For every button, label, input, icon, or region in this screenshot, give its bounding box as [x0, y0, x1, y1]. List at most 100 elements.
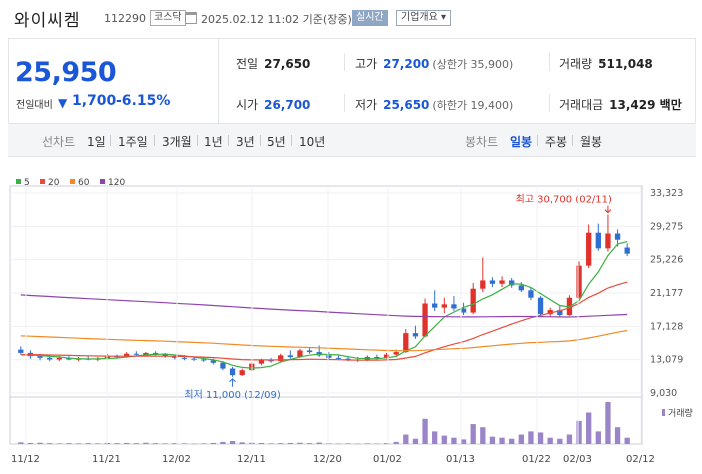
y-tick-label: 9,030: [650, 388, 677, 399]
volume-bar: [56, 443, 62, 444]
volume-bar: [518, 434, 524, 444]
candle-body: [403, 333, 409, 353]
price-summary: 25,950 전일대비 ▼ 1,700 -6.15% 전일 27,650 고가 27…: [8, 38, 696, 124]
volume-bar: [229, 441, 236, 444]
stat-label: 고가: [355, 57, 378, 71]
candle-body: [393, 352, 399, 355]
current-price-panel: 25,950 전일대비 ▼ 1,700 -6.15%: [9, 39, 219, 123]
divider: [197, 135, 198, 146]
lower-limit: (하한가 19,400): [432, 99, 514, 112]
candle-monthly[interactable]: 월봉: [580, 135, 603, 149]
y-tick-label: 29,275: [650, 221, 683, 232]
x-tick-label: 11/12: [11, 454, 40, 465]
volume-bar: [114, 443, 120, 444]
line-chart-label: 선차트: [42, 135, 76, 149]
volume-bar: [95, 443, 101, 444]
candle-body: [432, 303, 438, 308]
legend-label-ma20: 20: [48, 178, 60, 188]
candle-body: [624, 247, 630, 254]
candle-body: [229, 368, 236, 376]
volume-bar: [37, 442, 43, 444]
candle-body: [162, 353, 168, 357]
x-tick-label: 02/03: [563, 454, 592, 465]
candle-body: [547, 310, 553, 315]
candle-body: [287, 355, 293, 358]
volume-bar: [537, 432, 544, 444]
volume-bar: [278, 443, 284, 444]
period-3y[interactable]: 3년: [236, 135, 255, 149]
legend-swatch-ma60: [70, 179, 75, 184]
volume-bar: [258, 442, 265, 444]
plot-frame: [9, 185, 643, 445]
candle-daily[interactable]: 일봉: [510, 135, 533, 149]
volume-bar: [210, 442, 216, 444]
company-info-dropdown[interactable]: 기업개요 ▾: [396, 10, 451, 26]
candle-weekly[interactable]: 주봉: [545, 135, 568, 149]
candle-body: [268, 360, 274, 362]
candle-body: [374, 357, 380, 359]
period-3m[interactable]: 3개월: [162, 135, 192, 149]
volume-bar: [133, 443, 139, 444]
realtime-button[interactable]: 실시간: [352, 10, 388, 26]
candle-body: [518, 285, 524, 291]
down-arrow-icon: ▼: [58, 96, 68, 110]
volume-legend-swatch: [662, 409, 665, 416]
price-stats-grid: 전일 27,650 고가 27,200 (상한가 35,900) 거래량 511,048…: [219, 39, 695, 123]
stat-label: 저가: [355, 98, 378, 112]
current-price: 25,950: [15, 57, 117, 88]
candle-body: [614, 233, 621, 240]
y-tick-label: 21,177: [650, 288, 683, 299]
volume-bar: [509, 438, 515, 444]
candle-body: [18, 349, 24, 353]
candle-body: [191, 358, 197, 360]
volume-bar: [374, 443, 380, 445]
x-tick-label: 01/13: [446, 454, 475, 465]
candle-body: [335, 357, 342, 359]
period-1d[interactable]: 1일: [87, 135, 106, 149]
candle-body: [210, 360, 216, 363]
divider: [549, 53, 550, 71]
stat-label: 거래대금: [559, 98, 604, 112]
candle-body: [133, 353, 139, 355]
volume-bar: [287, 442, 293, 444]
candle-body: [470, 288, 476, 313]
divider: [110, 135, 111, 146]
change-label: 전일대비: [16, 100, 53, 111]
volume-bar: [460, 439, 467, 444]
volume-bar: [27, 442, 34, 444]
period-10y[interactable]: 10년: [299, 135, 326, 149]
volume-bar: [268, 443, 274, 444]
volume-bar: [441, 435, 447, 444]
volume-bar: [152, 443, 159, 444]
candle-body: [576, 265, 582, 298]
volume-bar: [595, 431, 601, 444]
candle-body: [383, 354, 390, 358]
upper-limit: (상한가 35,900): [432, 58, 514, 71]
period-1y[interactable]: 1년: [204, 135, 223, 149]
stat-value: 13,429 백만: [609, 98, 682, 112]
volume-bar: [162, 443, 168, 444]
candle-body: [201, 359, 207, 361]
candle-body: [422, 303, 428, 337]
low-arrow-icon: [229, 378, 236, 387]
divider: [154, 135, 155, 146]
stat-value: 511,048: [598, 57, 653, 71]
candle-body: [56, 357, 62, 360]
volume-bar: [364, 443, 370, 444]
divider: [228, 135, 229, 146]
candle-body: [586, 232, 592, 266]
candle-body: [297, 350, 303, 358]
period-5y[interactable]: 5년: [267, 135, 286, 149]
y-tick-label: 33,323: [650, 188, 683, 199]
period-1w[interactable]: 1주일: [118, 135, 148, 149]
volume-bar: [47, 443, 53, 444]
volume-bar: [412, 438, 419, 444]
stat-volume: 거래량 511,048: [559, 55, 653, 72]
market-badge: 코스닥: [150, 10, 186, 26]
volume-bar: [297, 442, 303, 444]
candle-body: [557, 310, 563, 316]
candle-body: [220, 362, 226, 369]
volume-bar: [18, 442, 24, 444]
x-tick-label: 11/21: [92, 454, 121, 465]
divider: [537, 135, 538, 146]
